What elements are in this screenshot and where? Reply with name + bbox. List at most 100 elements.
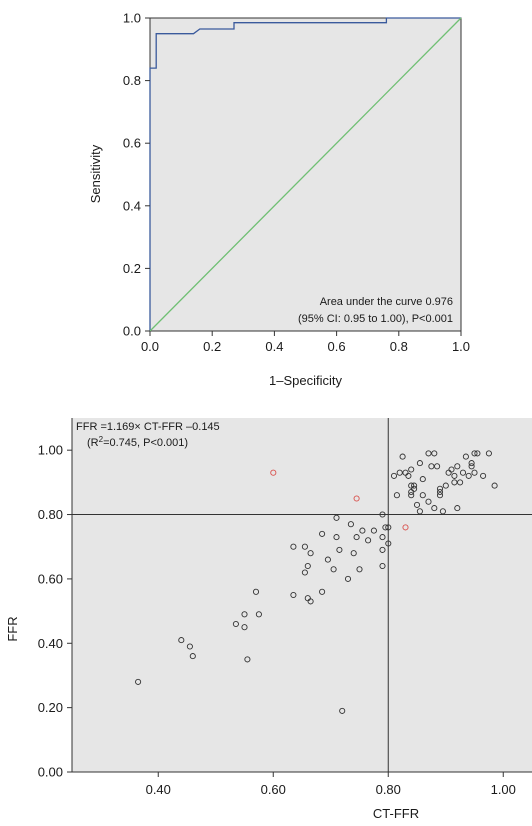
scatter-point <box>379 546 386 553</box>
scatter-r2-annotation: (R2=0.745, P<0.001) <box>87 435 188 449</box>
scatter-point <box>359 527 366 534</box>
scatter-point <box>344 575 352 582</box>
scatter-point <box>307 598 314 605</box>
roc-x-tick-label: 0.4 <box>265 339 283 354</box>
scatter-point <box>439 508 446 515</box>
scatter-point <box>333 534 340 541</box>
roc-y-tick-label: 0.4 <box>123 198 141 213</box>
roc-series-group <box>149 17 462 332</box>
scatter-point <box>244 656 251 663</box>
scatter-point <box>431 505 438 512</box>
scatter-point <box>408 492 415 499</box>
scatter-point <box>468 460 475 467</box>
scatter-point <box>379 534 386 541</box>
scatter-point <box>301 569 308 576</box>
scatter-point <box>290 543 297 550</box>
scatter-point-highlighted <box>353 495 360 502</box>
scatter-point <box>135 678 142 685</box>
scatter-y-tick-label: 0.80 <box>38 507 63 522</box>
scatter-point <box>425 498 432 505</box>
scatter-point <box>471 450 478 457</box>
scatter-point <box>370 527 377 534</box>
scatter-r2-suffix: =0.745, P<0.001) <box>103 437 188 449</box>
scatter-point <box>241 611 248 618</box>
scatter-point <box>413 501 421 508</box>
scatter-point <box>301 543 308 550</box>
scatter-point <box>436 492 444 499</box>
roc-y-tick-label: 0.0 <box>123 324 141 339</box>
roc-x-tick-label: 0.8 <box>390 339 408 354</box>
scatter-points-group <box>135 450 498 714</box>
scatter-point <box>333 514 340 521</box>
scatter-ticks-group: 0.40 0.60 0.80 1.00 0.00 0.20 0.40 0.60 0.80 1.00 <box>38 443 516 797</box>
scatter-point <box>186 643 193 650</box>
scatter-point <box>491 482 498 489</box>
scatter-point <box>307 550 314 557</box>
scatter-y-tick-label: 1.00 <box>38 443 63 458</box>
scatter-r2-prefix: (R <box>87 437 99 449</box>
scatter-point <box>324 556 331 563</box>
scatter-point <box>428 463 435 470</box>
roc-x-axis-label: 1–Specificity <box>269 373 342 388</box>
scatter-point <box>379 562 386 570</box>
scatter-plot-area <box>72 418 532 772</box>
scatter-point <box>356 566 363 573</box>
roc-x-tick-label: 0.0 <box>141 339 159 354</box>
scatter-point <box>347 521 354 528</box>
scatter-point <box>411 485 418 492</box>
roc-chart: 0.0 0.2 0.4 0.6 0.8 1.0 0.0 0.2 0.4 0.6 0.8 1.0 Are… <box>88 11 470 389</box>
scatter-point <box>459 469 467 476</box>
scatter-point <box>336 546 343 553</box>
roc-y-tick-label: 1.0 <box>123 11 141 26</box>
scatter-point <box>416 460 423 467</box>
scatter-point <box>319 588 326 595</box>
roc-curve-line <box>149 17 461 331</box>
scatter-point <box>465 472 472 479</box>
scatter-point-highlighted <box>402 524 409 531</box>
scatter-point <box>408 466 415 473</box>
scatter-point <box>451 479 458 486</box>
scatter-point <box>436 488 444 496</box>
scatter-y-tick-label: 0.40 <box>38 636 63 651</box>
scatter-point <box>419 492 426 499</box>
scatter-point <box>385 524 392 531</box>
scatter-cutoff-lines <box>72 418 532 772</box>
scatter-point <box>468 463 475 470</box>
roc-y-tick-label: 0.8 <box>123 73 141 88</box>
scatter-point <box>379 511 386 518</box>
scatter-point <box>425 450 432 457</box>
scatter-x-tick-label: 1.00 <box>491 782 516 797</box>
scatter-point <box>451 472 458 479</box>
roc-x-tick-label: 0.6 <box>328 339 346 354</box>
roc-y-axis-label: Sensitivity <box>88 144 103 203</box>
scatter-x-axis-label: CT-FFR <box>373 806 419 821</box>
roc-annotation-line-2: (95% CI: 0.95 to 1.00), P<0.001 <box>298 313 453 325</box>
scatter-point <box>385 540 392 547</box>
scatter-x-tick-label: 0.40 <box>146 782 171 797</box>
scatter-point <box>448 466 455 473</box>
scatter-point <box>319 530 326 537</box>
scatter-point <box>255 611 262 618</box>
scatter-point <box>419 476 426 483</box>
scatter-point <box>365 537 372 544</box>
scatter-point <box>232 620 239 628</box>
scatter-point <box>454 463 461 470</box>
scatter-point <box>382 524 389 531</box>
scatter-point <box>304 562 311 570</box>
scatter-point <box>339 707 346 714</box>
scatter-point <box>405 472 412 479</box>
scatter-point <box>462 453 469 460</box>
scatter-x-tick-label: 0.60 <box>261 782 286 797</box>
scatter-point <box>396 469 403 476</box>
scatter-point <box>471 469 478 476</box>
scatter-point <box>241 624 248 631</box>
scatter-equation: FFR =1.169× CT-FFR –0.145 <box>76 421 220 433</box>
roc-ticks-group: 0.0 0.2 0.4 0.6 0.8 1.0 0.0 0.2 0.4 0.6 0.8 1.0 <box>123 11 470 355</box>
scatter-point <box>457 479 464 486</box>
scatter-y-tick-label: 0.20 <box>38 700 63 715</box>
scatter-point <box>411 482 418 489</box>
scatter-point <box>480 472 487 479</box>
scatter-point <box>189 653 196 660</box>
scatter-point <box>434 463 441 470</box>
